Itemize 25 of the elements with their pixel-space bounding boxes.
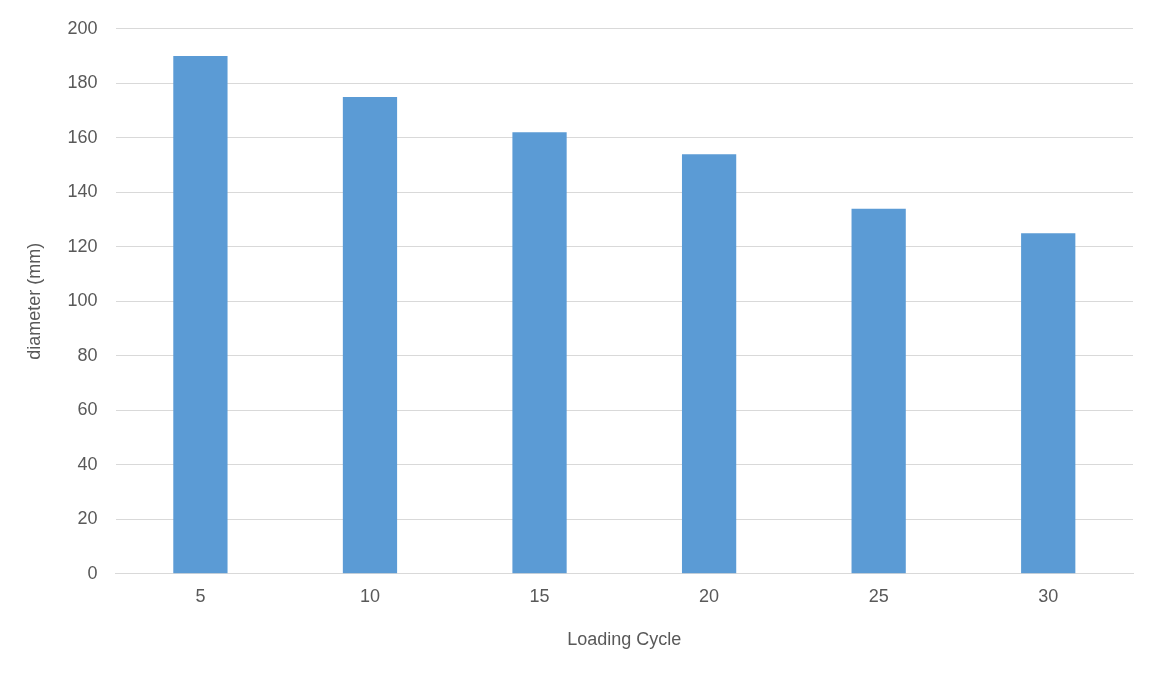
y-tick-label: 100 <box>67 290 98 311</box>
x-tick-label: 10 <box>359 585 380 606</box>
y-tick-label: 140 <box>67 181 98 202</box>
bar <box>851 208 906 574</box>
y-tick-label: 0 <box>87 562 98 583</box>
y-tick-label: 120 <box>67 235 98 256</box>
bar <box>681 154 737 574</box>
x-tick-label: 15 <box>529 585 550 606</box>
bar <box>173 56 228 574</box>
x-tick-label: 5 <box>195 585 206 606</box>
bar <box>512 132 567 574</box>
y-tick-label: 180 <box>67 72 98 93</box>
y-tick-label: 40 <box>77 453 98 474</box>
x-tick-label: 25 <box>868 585 889 606</box>
y-axis-title: diameter (mm) <box>23 242 44 360</box>
y-tick-label: 200 <box>67 17 98 38</box>
x-tick-label: 20 <box>699 585 720 606</box>
y-tick-label: 160 <box>67 126 98 147</box>
y-tick-label: 80 <box>77 344 98 365</box>
y-tick-label: 20 <box>77 508 98 529</box>
x-tick-label: 30 <box>1038 585 1059 606</box>
bar <box>342 96 398 574</box>
y-tick-label: 60 <box>77 399 98 420</box>
bar <box>1021 233 1076 574</box>
x-axis-title: Loading Cycle <box>567 629 682 650</box>
